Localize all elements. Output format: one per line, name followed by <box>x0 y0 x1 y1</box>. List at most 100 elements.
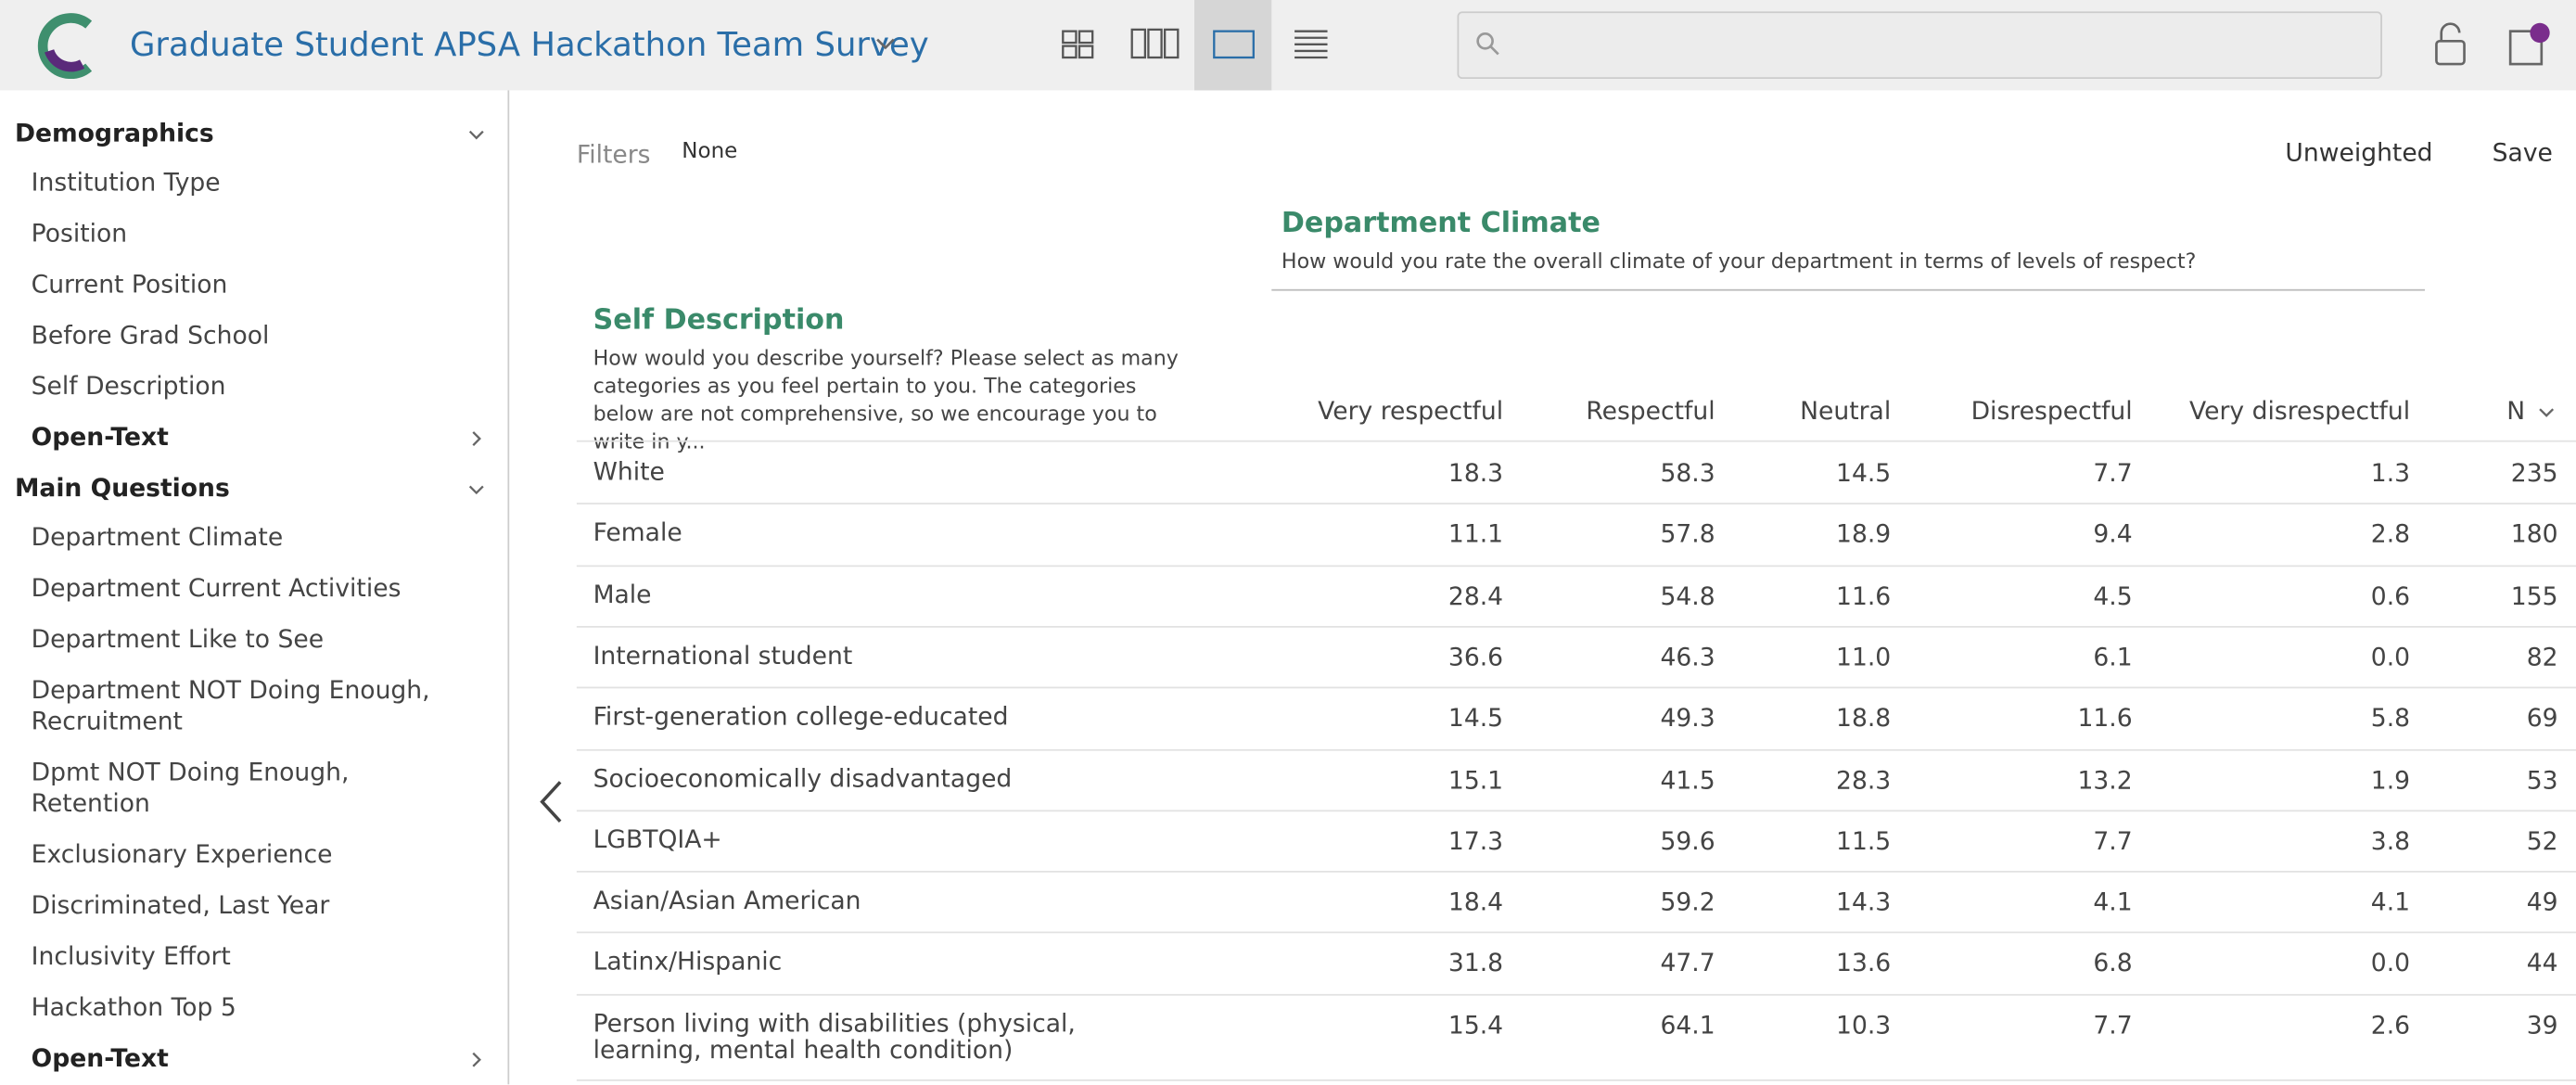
nav-item[interactable]: Discriminated, Last Year <box>31 890 330 921</box>
cell-value: 0.0 <box>2370 948 2411 978</box>
cell-value: 14.5 <box>1836 458 1892 489</box>
cell-value: 44 <box>2526 948 2558 978</box>
section-title[interactable]: Main Questions <box>14 473 230 504</box>
cell-value: 10.3 <box>1836 1010 1892 1040</box>
filters-value[interactable]: None <box>682 139 738 165</box>
column-header: Disrespectful <box>1970 395 2133 426</box>
table-row: Socioeconomically disadvantaged 15.1 41.5 2… <box>509 748 2576 810</box>
cell-value: 14.3 <box>1836 887 1892 917</box>
table-row: Asian/Asian American 18.4 59.2 14.3 4.1 4.1 49 <box>509 871 2576 932</box>
cell-value: 7.7 <box>2093 458 2133 489</box>
cell-value: 1.9 <box>2370 764 2411 795</box>
cell-value: 18.9 <box>1836 519 1892 550</box>
cell-value: 17.3 <box>1447 825 1504 856</box>
nav-item[interactable]: Dpmt NOT Doing Enough, Retention <box>31 757 350 819</box>
table-row: Latinx/Hispanic 31.8 47.7 13.6 6.8 0.0 44 <box>509 932 2576 993</box>
cell-value: 54.8 <box>1660 581 1715 611</box>
nav-item[interactable]: Department NOT Doing Enough, Recruitment <box>31 675 430 736</box>
cell-value: 180 <box>2510 519 2558 550</box>
cell-value: 18.4 <box>1447 887 1504 917</box>
table-row: First-generation college-educated 14.5 49.… <box>509 687 2576 748</box>
cell-value: 5.8 <box>2370 703 2411 734</box>
cell-value: 6.1 <box>2093 642 2133 672</box>
subsection-title[interactable]: Open-Text <box>31 1043 169 1073</box>
nav-item[interactable]: Exclusionary Experience <box>31 839 333 870</box>
cell-value: 7.7 <box>2093 825 2133 856</box>
cell-value: 14.5 <box>1447 703 1504 734</box>
row-label: Latinx/Hispanic <box>593 947 783 977</box>
cell-value: 49.3 <box>1660 703 1715 734</box>
cell-value: 49 <box>2526 887 2558 917</box>
row-label: Female <box>593 517 682 548</box>
table-row: International student 36.6 46.3 11.0 6.1 0.0 8… <box>509 626 2576 687</box>
cell-value: 13.6 <box>1836 948 1892 978</box>
nav-item[interactable]: Hackathon Top 5 <box>31 992 236 1022</box>
cell-value: 4.1 <box>2093 887 2133 917</box>
cell-value: 235 <box>2510 458 2558 489</box>
cell-value: 11.1 <box>1447 519 1504 550</box>
row-rule <box>576 625 2576 628</box>
cell-value: 39 <box>2526 1010 2558 1040</box>
divider <box>1271 288 2426 291</box>
row-label: White <box>593 456 665 487</box>
nav-item[interactable]: Department Climate <box>31 522 284 553</box>
row-label: First-generation college-educated <box>593 701 1009 732</box>
cell-value: 52 <box>2526 825 2558 856</box>
section-title[interactable]: Demographics <box>14 118 214 148</box>
column-question: How would you rate the overall climate o… <box>1281 248 2197 274</box>
survey-title[interactable]: Graduate Student APSA Hackathon Team Sur… <box>129 24 929 65</box>
subsection-toggle[interactable] <box>466 1050 486 1069</box>
prev-arrow[interactable] <box>536 777 568 826</box>
cell-value: 59.6 <box>1660 825 1715 856</box>
row-rule <box>576 1079 2576 1081</box>
cell-value: 4.5 <box>2093 581 2133 611</box>
view-switcher[interactable] <box>1039 0 1352 91</box>
cell-value: 28.4 <box>1447 581 1504 611</box>
section-toggle[interactable] <box>466 479 486 499</box>
column-header: Respectful <box>1586 395 1715 426</box>
nav-item[interactable]: Position <box>31 218 128 249</box>
save-button[interactable]: Save <box>2492 137 2553 168</box>
weighting[interactable]: Unweighted <box>2285 137 2433 168</box>
subsection-toggle[interactable] <box>466 428 486 448</box>
cell-value: 64.1 <box>1660 1010 1715 1040</box>
cell-value: 47.7 <box>1660 948 1715 978</box>
table-row: Male 28.4 54.8 11.6 4.5 0.6 155 <box>509 565 2576 626</box>
nav-item[interactable]: Self Description <box>31 371 226 402</box>
row-rule <box>576 564 2576 567</box>
cell-value: 3.8 <box>2370 825 2411 856</box>
logo <box>37 13 93 79</box>
search-box[interactable] <box>1457 11 2382 80</box>
subsection-title[interactable]: Open-Text <box>31 422 169 453</box>
cell-value: 0.6 <box>2370 581 2411 611</box>
row-rule <box>576 810 2576 811</box>
cell-value: 15.1 <box>1447 764 1504 795</box>
cell-value: 7.7 <box>2093 1010 2133 1040</box>
cell-value: 57.8 <box>1660 519 1715 550</box>
cell-value: 11.6 <box>2077 703 2133 734</box>
column-header: Neutral <box>1800 395 1892 426</box>
nav-item[interactable]: Department Current Activities <box>31 573 402 604</box>
nav-item[interactable]: Department Like to See <box>31 624 325 655</box>
sort-toggle[interactable] <box>2537 402 2557 422</box>
nav-item[interactable]: Before Grad School <box>31 320 270 351</box>
table-row: Person living with disabilities (physica… <box>509 993 2576 1079</box>
title-dropdown[interactable] <box>874 32 898 56</box>
table: Very respectful Respectful Neutral Disrespe… <box>509 90 2576 1084</box>
cell-value: 18.3 <box>1447 458 1504 489</box>
row-label: LGBTQIA+ <box>593 824 722 854</box>
row-rule <box>576 871 2576 873</box>
section-toggle[interactable] <box>466 125 486 145</box>
cell-value: 15.4 <box>1447 1010 1504 1040</box>
column-header[interactable]: N <box>2506 395 2526 426</box>
cell-value: 11.5 <box>1836 825 1892 856</box>
header-icons[interactable] <box>2429 19 2560 69</box>
nav-item[interactable]: Current Position <box>31 269 228 300</box>
nav-item[interactable]: Inclusivity Effort <box>31 941 231 972</box>
nav-item[interactable]: Institution Type <box>31 167 221 198</box>
table-row: LGBTQIA+ 17.3 59.6 11.5 7.7 3.8 52 <box>509 810 2576 871</box>
cell-value: 2.6 <box>2370 1010 2411 1040</box>
cell-value: 0.0 <box>2370 642 2411 672</box>
column-title: Department Climate <box>1281 207 1600 240</box>
